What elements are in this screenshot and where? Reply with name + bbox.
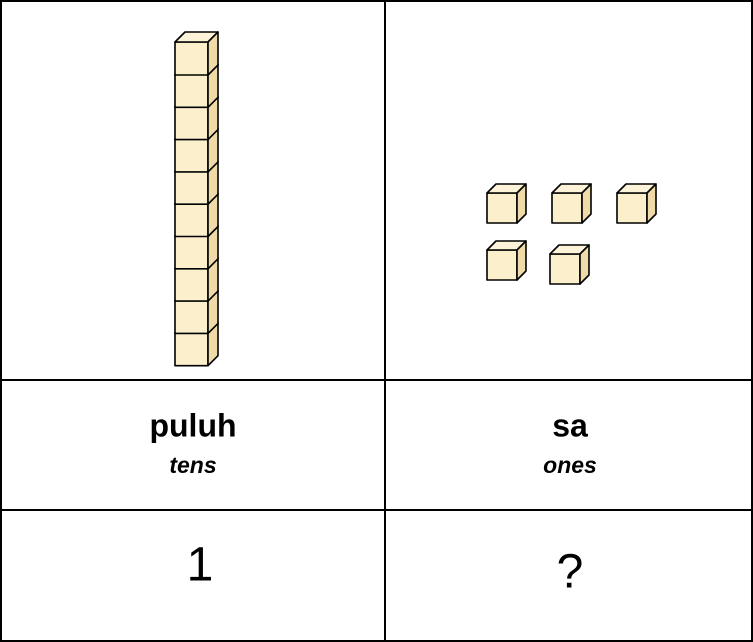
cube-face bbox=[486, 249, 518, 281]
cube-face bbox=[174, 73, 209, 109]
cube-face bbox=[646, 183, 657, 224]
cube-face bbox=[581, 183, 592, 224]
cube-face bbox=[516, 240, 527, 281]
cube-face bbox=[174, 105, 209, 141]
column-sublabel: ones bbox=[543, 452, 597, 478]
column-label: puluh bbox=[149, 407, 236, 443]
cube-face bbox=[486, 192, 518, 224]
base-ten-blocks bbox=[174, 31, 657, 367]
cube-face bbox=[579, 244, 590, 285]
cube-face bbox=[551, 192, 583, 224]
digit: 1 bbox=[187, 539, 214, 592]
cube-face bbox=[174, 331, 209, 367]
cube-face bbox=[174, 138, 209, 173]
cube-face bbox=[174, 299, 209, 335]
cube-face bbox=[516, 183, 527, 224]
column-label: sa bbox=[552, 407, 588, 443]
cube-face bbox=[174, 170, 209, 205]
cube-face bbox=[174, 235, 209, 270]
cube-face bbox=[616, 192, 648, 224]
cube-face bbox=[174, 202, 209, 238]
cube-face bbox=[174, 267, 209, 302]
cube-face bbox=[549, 253, 581, 285]
digit: ? bbox=[557, 546, 584, 599]
cube-face bbox=[207, 31, 219, 76]
column-sublabel: tens bbox=[169, 452, 216, 478]
cube-face bbox=[174, 41, 209, 76]
